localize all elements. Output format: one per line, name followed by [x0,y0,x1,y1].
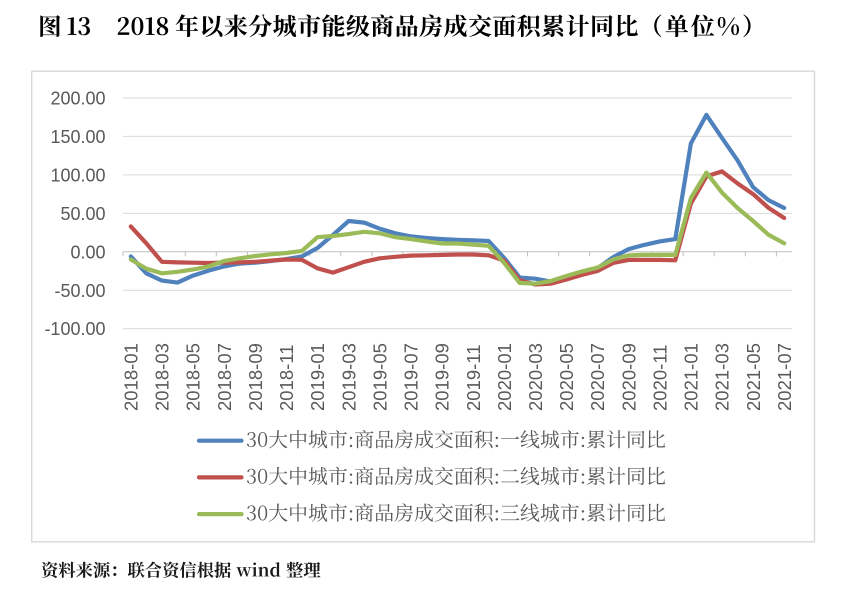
svg-text:2020-11: 2020-11 [650,344,671,411]
svg-text:100.00: 100.00 [50,165,105,185]
svg-text:-50.00: -50.00 [54,281,105,301]
svg-text:2018-11: 2018-11 [276,344,297,411]
svg-text:2019-11: 2019-11 [463,344,484,411]
svg-text:2020-09: 2020-09 [618,343,639,411]
svg-text:0.00: 0.00 [70,242,105,262]
svg-text:150.00: 150.00 [50,127,105,147]
svg-text:2019-01: 2019-01 [307,343,328,411]
svg-text:200.00: 200.00 [50,89,105,109]
svg-text:2018-03: 2018-03 [152,343,173,411]
svg-text:-100.00: -100.00 [44,319,105,339]
svg-text:2020-01: 2020-01 [494,343,515,411]
svg-text:2021-03: 2021-03 [712,343,733,411]
svg-text:2018-07: 2018-07 [214,343,235,411]
svg-text:2020-05: 2020-05 [556,343,577,411]
svg-text:2021-07: 2021-07 [774,343,795,411]
svg-text:2018-05: 2018-05 [183,343,204,411]
svg-text:2020-07: 2020-07 [587,343,608,411]
svg-text:2018-09: 2018-09 [245,343,266,411]
svg-text:2020-03: 2020-03 [525,343,546,411]
svg-text:2021-01: 2021-01 [681,343,702,411]
svg-text:2018-01: 2018-01 [121,343,142,411]
svg-text:2019-03: 2019-03 [338,343,359,411]
svg-text:2021-05: 2021-05 [743,343,764,411]
svg-text:2019-09: 2019-09 [432,343,453,411]
svg-text:2019-05: 2019-05 [369,343,390,411]
svg-text:50.00: 50.00 [60,204,105,224]
svg-text:2019-07: 2019-07 [401,343,422,411]
